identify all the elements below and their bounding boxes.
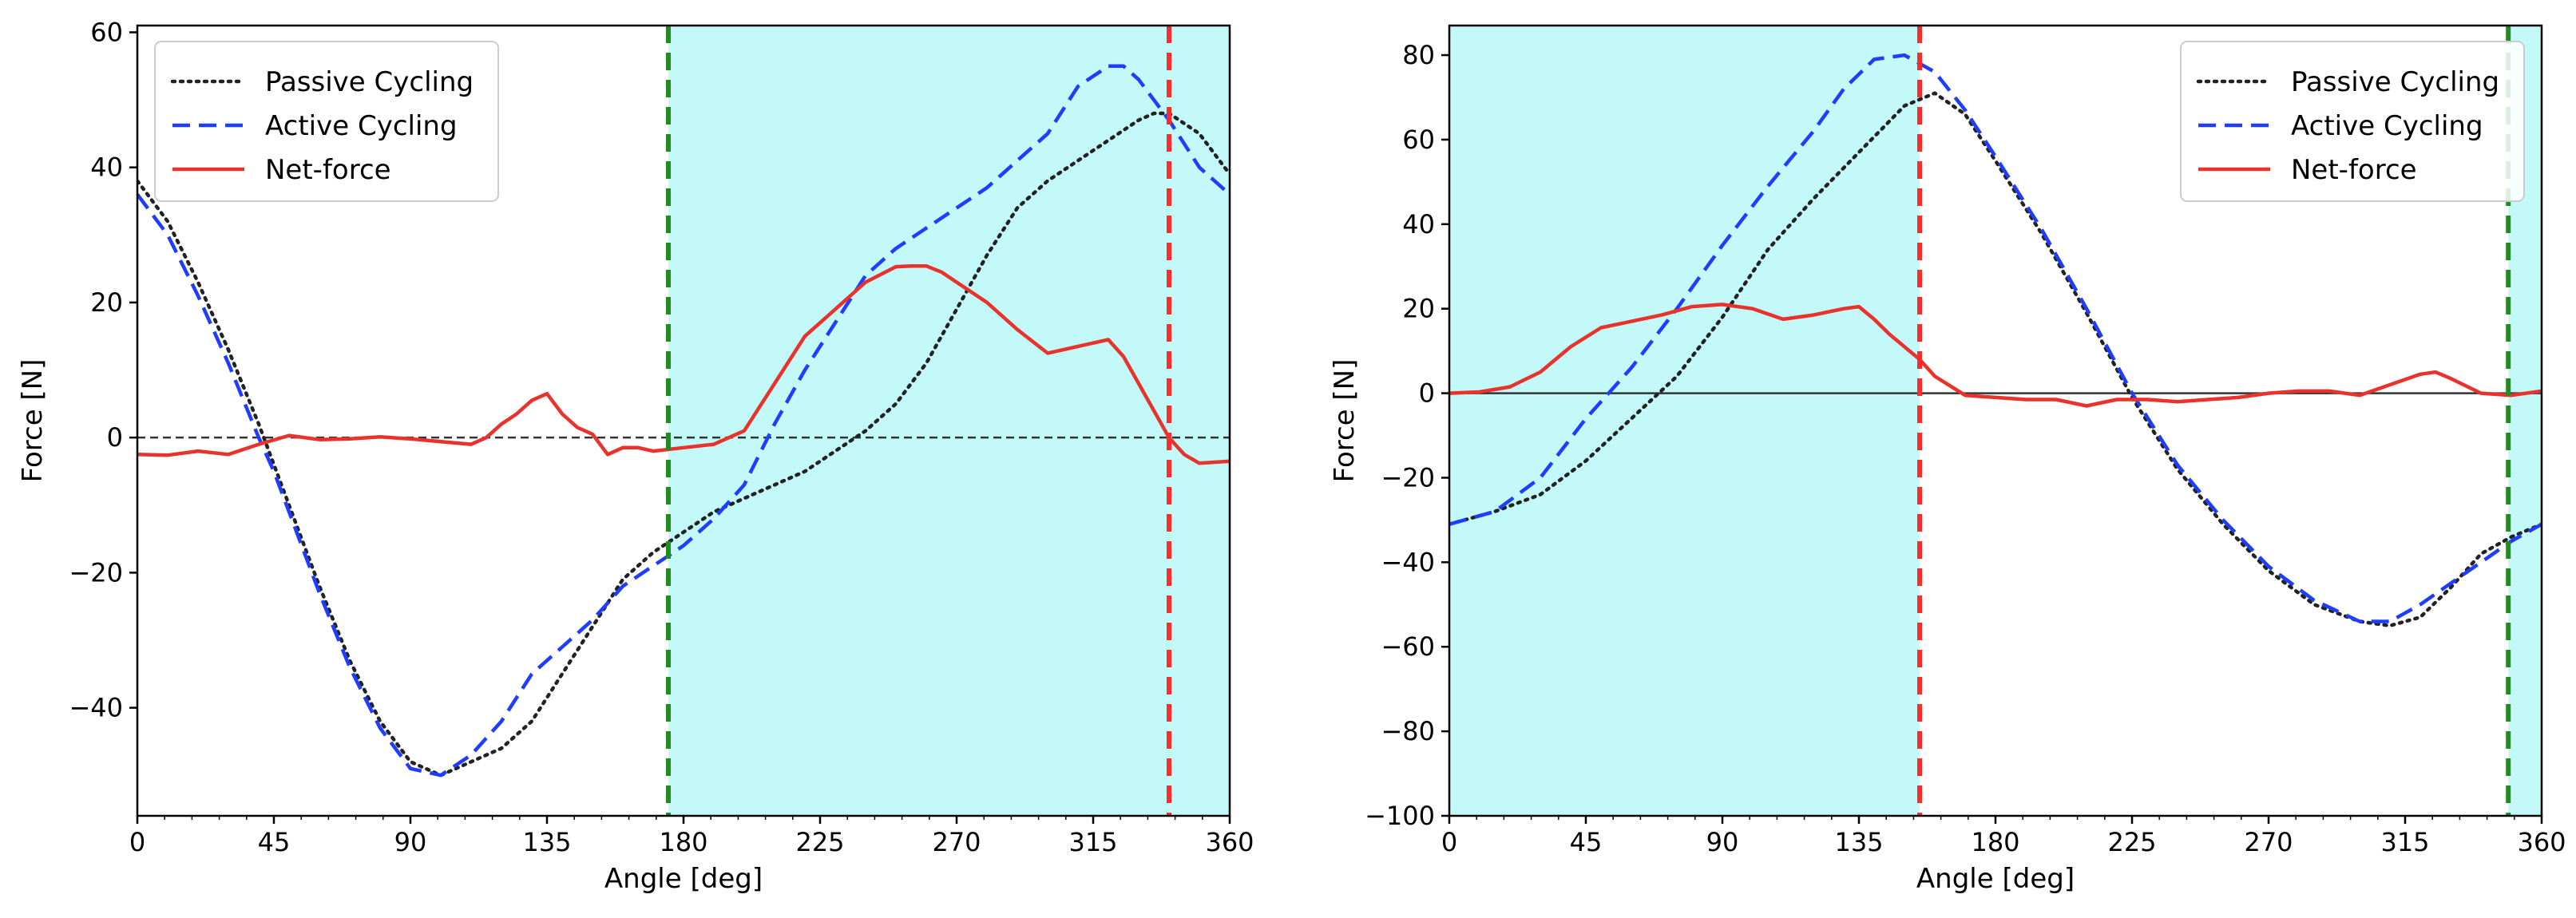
x-tick-label: 45 [258, 827, 291, 857]
y-tick-label: −40 [69, 693, 123, 723]
x-axis-label: Angle [deg] [604, 863, 763, 895]
y-tick-label: −100 [1365, 801, 1435, 831]
shaded-region-0 [1449, 26, 1920, 816]
legend-label: Net-force [2291, 154, 2417, 186]
series-line-passive-cycling [1449, 91, 2542, 628]
legend-box [2180, 41, 2525, 202]
x-tick-label: 135 [522, 827, 571, 857]
series-line-active-cycling [137, 64, 1230, 778]
x-tick-label: 90 [394, 827, 427, 857]
x-tick-label: 225 [795, 827, 844, 857]
x-tick-label: 0 [1441, 827, 1457, 857]
y-tick-label: 20 [90, 287, 123, 318]
x-tick-label: 270 [932, 827, 981, 857]
y-tick-label: 60 [1402, 125, 1435, 155]
x-tick-label: 180 [1971, 827, 2019, 857]
x-tick-label: 180 [659, 827, 707, 857]
y-axis-label: Force [N] [1329, 359, 1361, 483]
y-tick-label: 40 [90, 152, 123, 183]
x-tick-label: 0 [129, 827, 145, 857]
legend-label: Passive Cycling [2291, 66, 2499, 98]
legend-box [154, 41, 499, 202]
y-tick-label: −60 [1381, 631, 1435, 662]
y-tick-label: 80 [1402, 40, 1435, 70]
legend: Passive Cycling Active Cycling Net-force [2180, 41, 2525, 202]
legend-label: Net-force [265, 154, 391, 186]
x-tick-label: 270 [2244, 827, 2293, 857]
x-tick-label: 360 [1205, 827, 1254, 857]
y-tick-label: −80 [1381, 716, 1435, 746]
x-tick-label: 45 [1570, 827, 1603, 857]
x-tick-label: 315 [2380, 827, 2429, 857]
y-tick-label: −20 [69, 557, 123, 588]
legend: Passive Cycling Active Cycling Net-force [154, 41, 499, 202]
x-tick-label: 225 [2107, 827, 2156, 857]
legend-label: Active Cycling [2291, 110, 2483, 142]
x-tick-label: 90 [1706, 827, 1739, 857]
right-chart: 0 45 90 135 180 225 270 315 360 −100 −80 −60 −40 −20 0… [1329, 24, 2566, 895]
y-axis-label: Force [N] [17, 359, 49, 483]
y-tick-label: −40 [1381, 547, 1435, 577]
series-line-active-cycling [1449, 53, 2542, 623]
y-tick-label: −20 [1381, 462, 1435, 493]
x-tick-label: 135 [1834, 827, 1883, 857]
series-line-net-force [1449, 303, 2542, 408]
legend-label: Active Cycling [265, 110, 458, 142]
y-tick-label: 40 [1402, 209, 1435, 239]
y-tick-label: 60 [90, 17, 123, 47]
y-tick-label: 0 [107, 422, 123, 453]
y-tick-label: 20 [1402, 294, 1435, 324]
shaded-region-0 [668, 26, 1230, 816]
x-tick-label: 360 [2517, 827, 2566, 857]
legend-label: Passive Cycling [265, 66, 474, 98]
left-chart: 0 45 90 135 180 225 270 315 360 −40 −20 0 20 40 60 Angl… [17, 17, 1254, 895]
series-line-passive-cycling [137, 111, 1230, 778]
y-tick-label: 0 [1419, 378, 1435, 409]
x-axis-label: Angle [deg] [1916, 863, 2075, 895]
x-tick-label: 315 [1068, 827, 1117, 857]
series-line-net-force [137, 263, 1230, 465]
